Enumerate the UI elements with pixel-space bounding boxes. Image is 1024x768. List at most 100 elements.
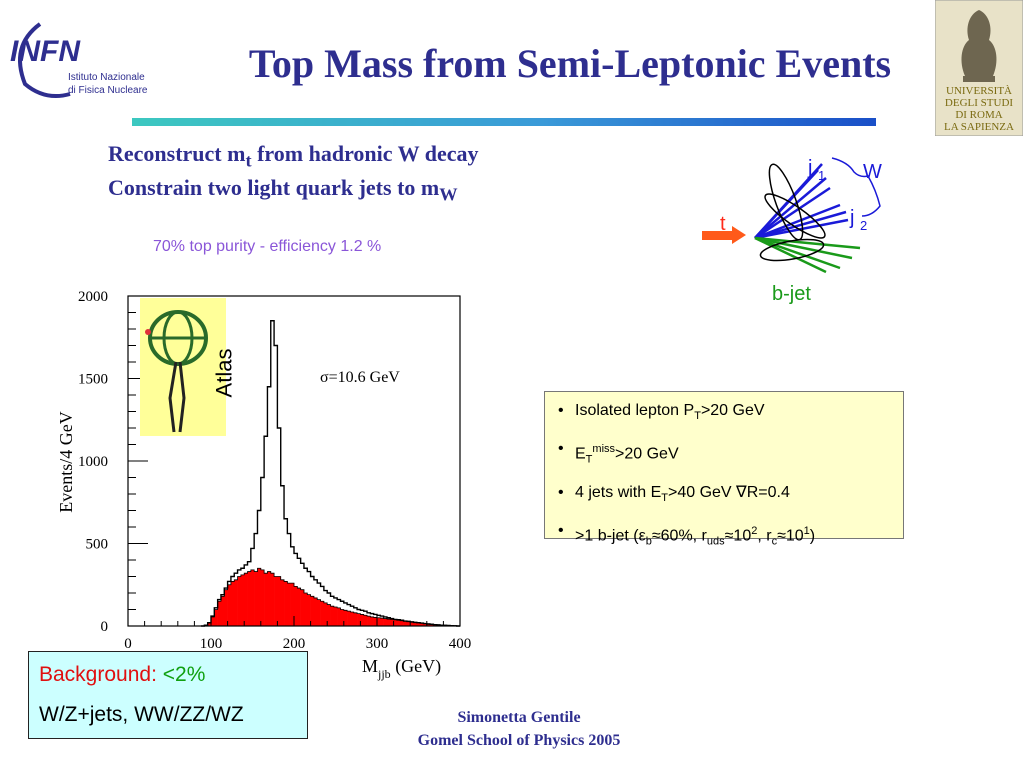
subheading-reconstruct-sub: t [245,150,252,171]
jet-cone-2 [764,193,826,239]
background-bar [386,619,391,626]
background-fill-group [204,568,457,626]
subheading-reconstruct: Reconstruct mt from hadronic W decay [108,141,479,171]
cuts-list: Isolated lepton PT>20 GeV ETmiss>20 GeV … [555,400,893,552]
background-bar [217,601,222,626]
cut-text: 4 jets with E [575,483,662,501]
cut-sup: miss [592,443,616,456]
background-bar [353,612,358,626]
background-bar [373,617,378,626]
signal-line-group [201,320,460,627]
infn-logo: INFN Istituto Nazionale di Fisica Nuclea… [10,22,148,98]
jet-diagram: t j 1 j 2 W b-jet [702,157,882,305]
cut-sub: b [645,535,652,548]
background-bar [333,607,338,626]
background-bar [320,601,325,626]
bjet-label: b-jet [772,283,811,305]
x-tick-label: 0 [124,636,132,652]
background-bar [280,579,285,626]
background-bar [393,619,398,626]
background-bar [224,589,228,626]
w-brace [831,157,881,217]
background-bar [390,619,394,626]
background-bar [317,599,321,626]
cut-text: >1 b-jet ( [575,527,639,545]
sapienza-text-0: UNIVERSITÀ [946,85,1012,97]
background-bar [406,621,411,626]
background-summary: Background: <2% [39,658,307,692]
jet2-sub: 2 [860,218,867,233]
background-bar [214,609,218,626]
atlas-label: Atlas [211,348,237,398]
footer: Simonetta Gentile Gomel School of Physic… [394,706,644,752]
subheading-constrain-text: Constrain two light quark jets to m [108,175,440,200]
jet1-label: j [807,157,812,179]
top-arrow-head [732,226,746,244]
atlas-detector-icon [145,310,208,433]
y-tick-label: 500 [86,537,109,553]
background-bar [423,623,428,626]
background-bar [270,573,275,626]
background-bar [327,604,331,626]
background-bar [267,571,272,626]
infn-logo-arc [18,22,71,98]
sapienza-logo: UNIVERSITÀ DEGLI STUDI DI ROMA LA SAPIEN… [935,0,1023,136]
background-bar [307,594,311,626]
background-bar [250,569,255,626]
x-tick-label: 200 [283,636,306,652]
background-bar [284,581,288,626]
background-bar [383,618,388,626]
b-jet-line [754,236,827,274]
x-axis-label-unit: (GeV) [391,656,441,677]
background-bar [290,583,295,626]
background-value: <2% [156,663,206,686]
atlas-inset [140,298,226,436]
cut-sub: T [661,491,668,504]
cut-text: ε [638,527,646,545]
b-jet-line [754,236,841,270]
background-bar [416,622,421,626]
cut-text: >20 GeV [615,445,679,463]
background-bar [367,616,371,626]
infn-logo-sub1: Istituto Nazionale [68,72,145,83]
axis-ticks: 0 100 200 300 400 0 500 1000 1500 2000 [78,289,471,652]
top-arrow-body [702,231,732,240]
infn-logo-sub2: di Fisica Nucleare [68,85,148,96]
cut-text: Isolated lepton P [575,402,695,419]
cut-item-jets: 4 jets with ET>40 GeV ∇R=0.4 [555,482,893,509]
background-histogram-line [201,567,460,627]
slide-title: Top Mass from Semi-Leptonic Events [248,41,892,86]
cut-text: ≈10 [724,527,752,545]
light-jet-line [754,203,841,240]
background-bar [297,588,301,626]
background-bar [377,617,381,626]
cut-text: ≈10 [777,527,804,545]
jet2-label: j [849,207,854,229]
cut-item-met: ETmiss>20 GeV [555,438,893,471]
subheading-constrain: Constrain two light quark jets to mW [108,175,458,205]
footer-event: Gomel School of Physics 2005 [417,732,621,749]
y-tick-label: 0 [101,619,109,635]
background-bar [400,620,404,626]
infn-logo-mark: INFN [10,35,81,68]
background-bar [227,584,232,626]
x-tick-label: 300 [366,636,389,652]
background-processes: W/Z+jets, WW/ZZ/WZ [39,703,244,726]
background-bar [310,596,315,626]
background-bar [274,576,278,626]
x-axis-label: Mjjb (GeV) [362,656,441,681]
light-jet-line [754,210,847,240]
cut-item-lepton: Isolated lepton PT>20 GeV [555,400,893,427]
subheading-reconstruct-text: Reconstruct m [108,141,246,166]
background-bar [380,618,384,626]
sigma-annotation: σ=10.6 GeV [320,369,400,386]
sapienza-text-2: DI ROMA [955,109,1002,121]
x-axis-label-main: M [362,656,378,676]
footer-author: Simonetta Gentile [457,709,581,726]
cut-text: E [575,445,586,463]
sapienza-statue-base [963,76,995,82]
background-bar [426,623,431,626]
background-bar [357,613,361,626]
sapienza-text-3: LA SAPIENZA [944,121,1014,133]
cut-text: >20 GeV [700,402,765,419]
